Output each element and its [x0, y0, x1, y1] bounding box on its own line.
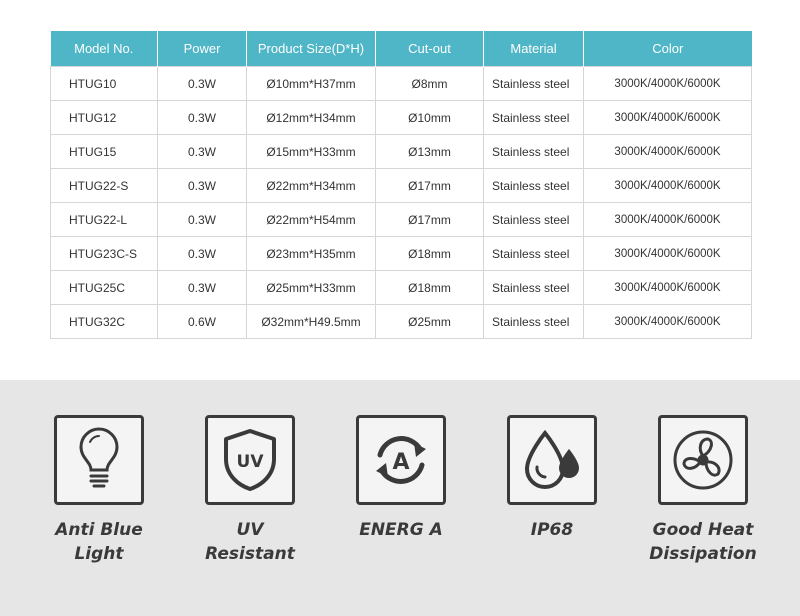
header-model-no: Model No.	[50, 31, 158, 67]
feature-label: Good Heat Dissipation	[649, 520, 757, 564]
cell-material: Stainless steel	[483, 202, 584, 237]
cell-model-no: HTUG12	[50, 100, 158, 135]
cell-cut-out: Ø17mm	[375, 202, 484, 237]
feature-label: UV Resistant	[205, 520, 295, 564]
cell-power: 0.6W	[157, 304, 247, 339]
cell-product-size: Ø12mm*H34mm	[246, 100, 376, 135]
cell-color: 3000K/4000K/6000K	[583, 304, 752, 339]
cell-product-size: Ø32mm*H49.5mm	[246, 304, 376, 339]
table-body: HTUG10 0.3W Ø10mm*H37mm Ø8mm Stainless steel…	[50, 66, 752, 339]
uv-icon-text: UV	[237, 452, 265, 472]
table-row: HTUG32C 0.6W Ø32mm*H49.5mm Ø25mm Stainless s…	[50, 304, 752, 339]
table-row: HTUG25C 0.3W Ø25mm*H33mm Ø18mm Stainless ste…	[50, 270, 752, 305]
uv-shield-icon: UV	[205, 415, 295, 505]
table-row: HTUG15 0.3W Ø15mm*H33mm Ø13mm Stainless stee…	[50, 134, 752, 169]
cell-material: Stainless steel	[483, 304, 584, 339]
feature-label: ENERG A	[359, 520, 443, 540]
cell-model-no: HTUG22-S	[50, 168, 158, 203]
header-material: Material	[483, 31, 584, 67]
energy-a-icon: A	[356, 415, 446, 505]
cell-power: 0.3W	[157, 202, 247, 237]
cell-product-size: Ø10mm*H37mm	[246, 66, 376, 101]
cell-model-no: HTUG15	[50, 134, 158, 169]
cell-model-no: HTUG23C-S	[50, 236, 158, 271]
cell-color: 3000K/4000K/6000K	[583, 236, 752, 271]
table-row: HTUG12 0.3W Ø12mm*H34mm Ø10mm Stainless stee…	[50, 100, 752, 135]
cell-product-size: Ø22mm*H54mm	[246, 202, 376, 237]
cell-model-no: HTUG25C	[50, 270, 158, 305]
cell-cut-out: Ø8mm	[375, 66, 484, 101]
cell-power: 0.3W	[157, 134, 247, 169]
feature-label: Anti Blue Light	[55, 520, 143, 564]
cell-color: 3000K/4000K/6000K	[583, 202, 752, 237]
cell-cut-out: Ø18mm	[375, 270, 484, 305]
cell-color: 3000K/4000K/6000K	[583, 134, 752, 169]
cell-color: 3000K/4000K/6000K	[583, 100, 752, 135]
cell-power: 0.3W	[157, 100, 247, 135]
cell-material: Stainless steel	[483, 236, 584, 271]
cell-color: 3000K/4000K/6000K	[583, 168, 752, 203]
cell-power: 0.3W	[157, 236, 247, 271]
cell-material: Stainless steel	[483, 100, 584, 135]
cell-model-no: HTUG10	[50, 66, 158, 101]
cell-power: 0.3W	[157, 66, 247, 101]
cell-material: Stainless steel	[483, 168, 584, 203]
feature-energ-a: A ENERG A	[326, 415, 476, 542]
cell-product-size: Ø25mm*H33mm	[246, 270, 376, 305]
feature-uv-resistant: UV UV Resistant	[175, 415, 325, 566]
cell-cut-out: Ø13mm	[375, 134, 484, 169]
table-row: HTUG22-S 0.3W Ø22mm*H34mm Ø17mm Stainless st…	[50, 168, 752, 203]
cell-power: 0.3W	[157, 168, 247, 203]
cell-model-no: HTUG22-L	[50, 202, 158, 237]
cell-material: Stainless steel	[483, 134, 584, 169]
light-bulb-icon	[54, 415, 144, 505]
feature-heat-dissipation: Good Heat Dissipation	[628, 415, 778, 566]
cell-color: 3000K/4000K/6000K	[583, 66, 752, 101]
fan-icon	[658, 415, 748, 505]
energy-icon-text: A	[392, 450, 409, 475]
cell-material: Stainless steel	[483, 66, 584, 101]
header-product-size: Product Size(D*H)	[246, 31, 376, 67]
table-row: HTUG10 0.3W Ø10mm*H37mm Ø8mm Stainless steel…	[50, 66, 752, 101]
cell-product-size: Ø22mm*H34mm	[246, 168, 376, 203]
table-header-row: Model No. Power Product Size(D*H) Cut-ou…	[50, 31, 752, 67]
water-drop-icon	[507, 415, 597, 505]
feature-label: IP68	[530, 520, 574, 540]
spec-table: Model No. Power Product Size(D*H) Cut-ou…	[50, 31, 752, 339]
header-color: Color	[583, 31, 752, 67]
spec-section: Model No. Power Product Size(D*H) Cut-ou…	[50, 31, 752, 339]
cell-model-no: HTUG32C	[50, 304, 158, 339]
cell-power: 0.3W	[157, 270, 247, 305]
cell-cut-out: Ø25mm	[375, 304, 484, 339]
cell-product-size: Ø23mm*H35mm	[246, 236, 376, 271]
table-row: HTUG23C-S 0.3W Ø23mm*H35mm Ø18mm Stainless s…	[50, 236, 752, 271]
feature-anti-blue-light: Anti Blue Light	[24, 415, 174, 566]
cell-color: 3000K/4000K/6000K	[583, 270, 752, 305]
cell-cut-out: Ø18mm	[375, 236, 484, 271]
features-band: Anti Blue Light UV UV Resistant A ENERG …	[0, 380, 800, 616]
header-power: Power	[157, 31, 247, 67]
table-row: HTUG22-L 0.3W Ø22mm*H54mm Ø17mm Stainless st…	[50, 202, 752, 237]
cell-material: Stainless steel	[483, 270, 584, 305]
cell-cut-out: Ø17mm	[375, 168, 484, 203]
header-cut-out: Cut-out	[375, 31, 484, 67]
cell-cut-out: Ø10mm	[375, 100, 484, 135]
cell-product-size: Ø15mm*H33mm	[246, 134, 376, 169]
feature-ip68: IP68	[477, 415, 627, 542]
